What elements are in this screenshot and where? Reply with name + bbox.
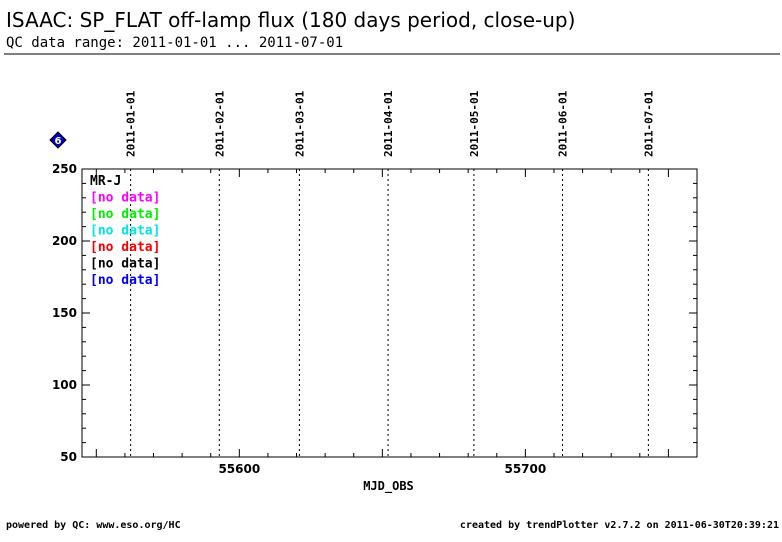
badge-label: 6 (55, 136, 62, 147)
footer-left: powered by QC: www.eso.org/HC (6, 520, 181, 531)
legend-entry: [no data] (90, 273, 160, 288)
x-tick-label: 55700 (504, 462, 546, 476)
badge[interactable]: 6 (49, 131, 67, 149)
plot-frame (81, 168, 698, 458)
date-marker-label: 2011-02-01 (213, 90, 226, 157)
x-tick-label: 55600 (218, 462, 260, 476)
legend-entry: [no data] (90, 240, 160, 255)
date-markers: 2011-01-01 2011-02-01 2011-03-01 2011-04-01… (125, 90, 655, 457)
date-marker-label: 2011-06-01 (557, 90, 570, 157)
date-marker-label: 2011-05-01 (468, 90, 481, 157)
legend-heading: MR-J (90, 174, 121, 189)
legend-entry: [no data] (90, 257, 160, 272)
x-axis-title: MJD_OBS (363, 479, 414, 494)
diamond-icon (49, 131, 67, 149)
chart-title: ISAAC: SP_FLAT off-lamp flux (180 days p… (6, 8, 575, 32)
x-axis: 55600 55700 (95, 169, 698, 476)
chart-subtitle: QC data range: 2011-01-01 ... 2011-07-01 (6, 35, 343, 51)
date-marker-label: 2011-03-01 (293, 90, 306, 157)
legend-entry: [no data] (90, 191, 160, 206)
legend-entry: [no data] (90, 207, 160, 222)
y-tick-label: 150 (52, 306, 77, 320)
y-tick-label: 100 (52, 378, 77, 392)
y-axis: 50 100 150 200 250 (52, 162, 697, 464)
date-marker-label: 2011-07-01 (642, 90, 655, 157)
footer-right: created by trendPlotter v2.7.2 on 2011-0… (460, 520, 779, 531)
date-marker-label: 2011-01-01 (125, 90, 138, 157)
y-tick-label: 50 (60, 450, 77, 464)
y-tick-label: 250 (52, 162, 77, 176)
y-tick-label: 200 (52, 234, 77, 248)
legend: MR-J[no data][no data][no data][no data]… (90, 174, 160, 288)
legend-entry: [no data] (90, 224, 160, 239)
date-marker-label: 2011-04-01 (382, 90, 395, 157)
